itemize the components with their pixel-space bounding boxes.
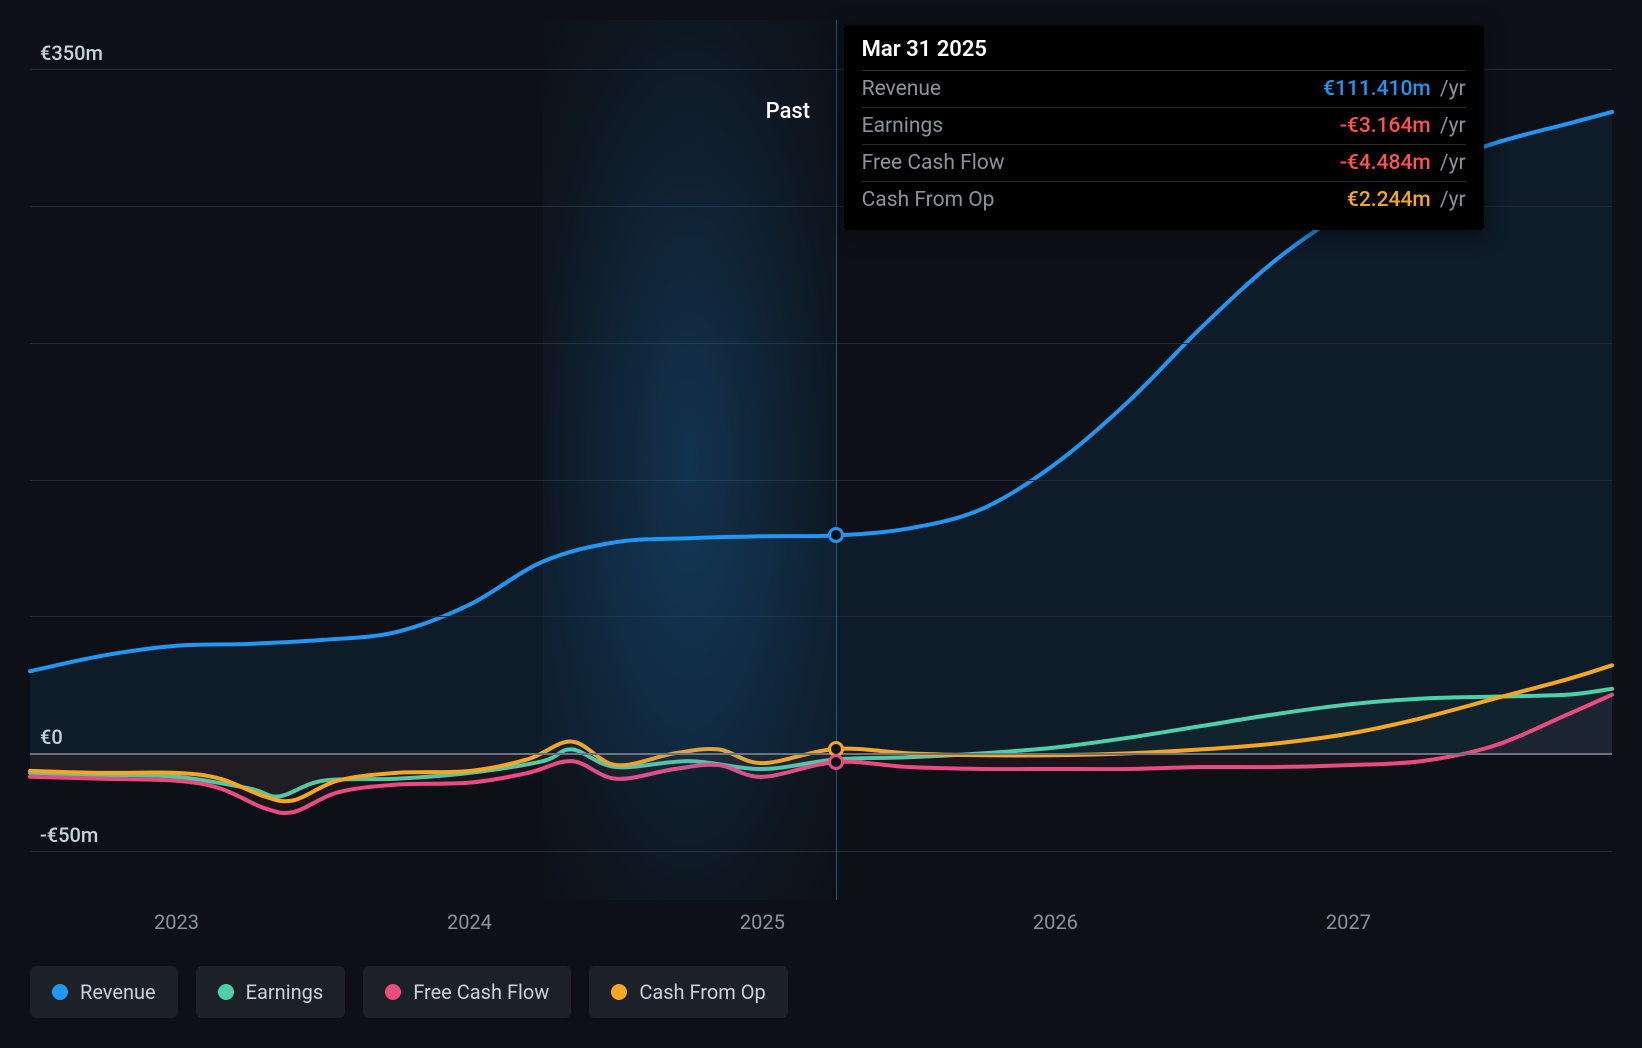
legend-label: Cash From Op (639, 980, 765, 1004)
chart-legend: Revenue Earnings Free Cash Flow Cash From O… (30, 966, 788, 1018)
x-axis-label: 2026 (1033, 910, 1078, 934)
legend-item[interactable]: Free Cash Flow (363, 966, 571, 1018)
data-point-marker[interactable] (828, 527, 844, 543)
tooltip-series-name: Free Cash Flow (862, 151, 1005, 175)
tooltip-series-value: €111.410m /yr (1323, 77, 1466, 101)
x-axis-label: 2027 (1326, 910, 1371, 934)
legend-item[interactable]: Earnings (196, 966, 346, 1018)
tooltip-row: Cash From Op €2.244m /yr (862, 182, 1466, 218)
tooltip-row: Free Cash Flow -€4.484m /yr (862, 145, 1466, 182)
past-gradient-band (543, 20, 836, 900)
chart-tooltip: Mar 31 2025 Revenue €111.410m /yr Earnings… (844, 25, 1484, 230)
tooltip-series-value: -€4.484m /yr (1340, 151, 1466, 175)
legend-item[interactable]: Cash From Op (589, 966, 787, 1018)
tooltip-row: Earnings -€3.164m /yr (862, 108, 1466, 145)
tooltip-series-name: Cash From Op (862, 188, 995, 212)
legend-label: Revenue (80, 980, 156, 1004)
x-axis-label: 2024 (447, 910, 492, 934)
legend-dot-icon (52, 984, 68, 1000)
legend-item[interactable]: Revenue (30, 966, 178, 1018)
y-axis-label: €350m (40, 41, 103, 65)
tooltip-series-value: €2.244m /yr (1347, 188, 1466, 212)
tooltip-row: Revenue €111.410m /yr (862, 71, 1466, 108)
tooltip-series-value: -€3.164m /yr (1340, 114, 1466, 138)
legend-dot-icon (385, 984, 401, 1000)
past-label: Past (766, 99, 810, 124)
x-axis-label: 2023 (154, 910, 199, 934)
legend-label: Free Cash Flow (413, 980, 549, 1004)
y-axis-label: -€50m (40, 823, 98, 847)
tooltip-series-name: Revenue (862, 77, 941, 101)
tooltip-date: Mar 31 2025 (862, 37, 1466, 71)
legend-dot-icon (218, 984, 234, 1000)
legend-dot-icon (611, 984, 627, 1000)
tooltip-series-name: Earnings (862, 114, 943, 138)
y-axis-label: €0 (40, 725, 63, 749)
legend-label: Earnings (246, 980, 324, 1004)
x-axis-label: 2025 (740, 910, 785, 934)
data-point-marker[interactable] (828, 754, 844, 770)
